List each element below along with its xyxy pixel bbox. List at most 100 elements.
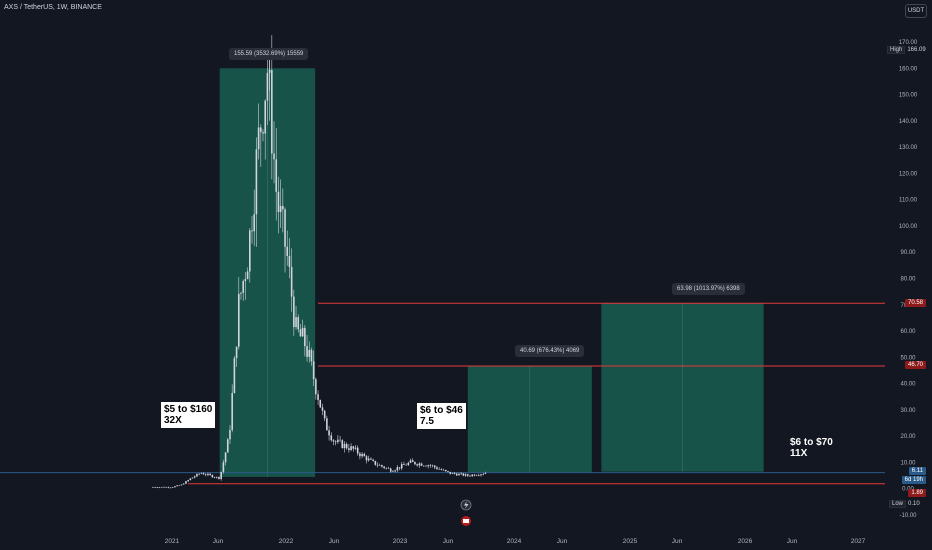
x-tick-label: 2026	[738, 538, 753, 545]
y-tick-label: 160.00	[899, 66, 918, 72]
candle-body	[317, 394, 319, 400]
candle-body	[187, 480, 189, 482]
candle-body	[312, 361, 315, 380]
candle-body	[385, 467, 388, 469]
price-levels	[0, 302, 885, 485]
candle-body	[290, 266, 293, 297]
candle-body	[345, 443, 348, 449]
candle-body	[431, 465, 434, 467]
x-tick-label: 2024	[507, 538, 522, 545]
annotation-text: $6 to $70	[790, 437, 833, 448]
candle-body	[211, 474, 214, 478]
candle-body	[200, 473, 203, 474]
candle-body	[233, 358, 236, 394]
candle-body	[462, 473, 465, 476]
candle-body	[310, 349, 313, 362]
candle-body	[473, 474, 476, 476]
low-key: Low	[889, 500, 907, 508]
candle-body	[207, 473, 209, 475]
x-axis: 2021 Jun 2022 Jun 2023 Jun 2024 Jun 2025 Jun 2026 J…	[165, 538, 866, 545]
candle-body	[447, 471, 449, 472]
currency-button[interactable]: USDT	[905, 4, 927, 18]
candle-body	[306, 346, 308, 357]
level-1-89-badge: 1.89	[908, 489, 926, 497]
candle-body	[293, 296, 295, 328]
candle-body	[339, 439, 341, 441]
candle-body	[367, 458, 370, 461]
candle-body	[251, 230, 253, 232]
annotation-6-to-46[interactable]: $6 to $46 7.5	[417, 403, 466, 429]
candle-body	[297, 317, 300, 330]
measure-label-2: 40.69 (676.43%) 4069	[515, 345, 585, 357]
y-tick-label: 90.00	[900, 250, 916, 256]
candle-body	[249, 230, 251, 272]
candle-body	[407, 462, 410, 466]
candle-body	[171, 487, 174, 488]
annotation-5-to-160[interactable]: $5 to $160 32X	[161, 402, 216, 428]
candle-body	[370, 458, 372, 460]
candle-body	[295, 317, 297, 328]
candle-body	[341, 440, 344, 449]
y-tick-label: 50.00	[900, 355, 916, 361]
candle-body	[392, 471, 394, 473]
candle-body	[202, 473, 205, 475]
y-tick-label: 10.00	[900, 460, 916, 466]
candle-body	[196, 473, 198, 477]
candle-body	[215, 476, 218, 478]
candle-body	[253, 214, 256, 232]
candle-body	[389, 468, 392, 472]
candle-body	[440, 469, 443, 470]
candle-body	[449, 471, 451, 474]
x-tick-label: Jun	[213, 538, 224, 545]
x-tick-label: Jun	[787, 538, 798, 545]
candle-body	[191, 477, 194, 479]
candle-body	[242, 280, 244, 293]
candle-body	[277, 191, 280, 213]
candle-body	[433, 465, 436, 468]
candle-body	[328, 430, 330, 436]
candle-body	[418, 463, 421, 466]
y-tick-label: -10.00	[899, 513, 917, 519]
candle-body	[264, 100, 267, 134]
candle-body	[337, 439, 339, 443]
candle-body	[198, 473, 200, 475]
candle-body	[273, 153, 275, 160]
candle-body	[169, 487, 172, 489]
candle-body	[343, 443, 346, 449]
candle-body	[376, 464, 379, 466]
candle-body	[231, 393, 233, 430]
event-icons	[460, 499, 472, 526]
low-value: 0.10	[908, 501, 920, 507]
level-70-badge: 70.58	[904, 299, 926, 307]
candle-body	[411, 460, 414, 462]
candle-body	[403, 464, 405, 465]
candle-body	[442, 469, 445, 471]
candle-body	[453, 472, 456, 474]
candle-body	[416, 464, 418, 466]
x-tick-label: Jun	[443, 538, 454, 545]
x-tick-label: 2025	[623, 538, 638, 545]
candle-body	[237, 293, 240, 347]
y-tick-label: 130.00	[899, 145, 918, 151]
candle-body	[383, 466, 385, 469]
symbol-title[interactable]: AXS / TetherUS, 1W, BINANCE	[4, 4, 102, 11]
candle-body	[354, 447, 357, 449]
measure-label-3: 63.98 (1013.97%) 6398	[672, 283, 745, 295]
candle-body	[444, 469, 447, 472]
y-tick-label: 150.00	[899, 93, 918, 99]
y-tick-label: 60.00	[900, 329, 916, 335]
candle-body	[299, 329, 302, 337]
candle-body	[396, 467, 399, 471]
candle-body	[334, 441, 337, 443]
candle-body	[484, 473, 487, 474]
candle-body	[315, 379, 317, 395]
x-tick-label: Jun	[329, 538, 340, 545]
countdown-badge: 6d 19h	[901, 476, 926, 484]
y-tick-label: 20.00	[900, 434, 916, 440]
x-tick-label: 2027	[851, 538, 866, 545]
candle-body	[414, 461, 416, 465]
candle-body	[213, 477, 216, 478]
candle-body	[220, 471, 222, 479]
annotation-6-to-70[interactable]: $6 to $70 11X	[790, 437, 833, 459]
